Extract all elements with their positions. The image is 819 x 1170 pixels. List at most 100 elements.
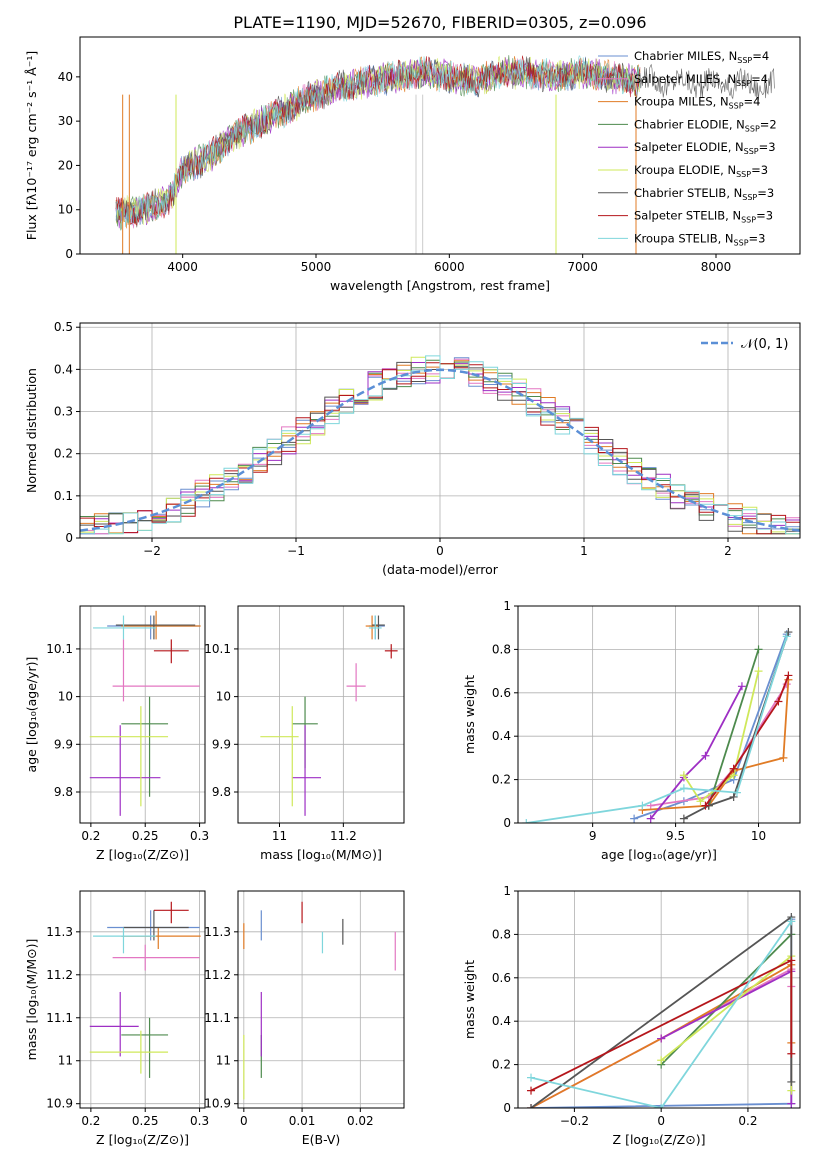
panel-residuals: −2 −1 0 1 2 0 0.1 0.2 0.3 0.4 0.5 (data-model)/erro…: [24, 320, 801, 577]
chart-panels: 4000 5000 6000 7000 8000010203040wavelength …: [24, 36, 801, 1147]
weight-marker: [657, 1034, 666, 1043]
x-tick-label: 0.01: [289, 1114, 316, 1128]
axes-frame: [237, 605, 405, 824]
weight-marker: [787, 956, 796, 965]
x-tick-label: 9: [589, 829, 597, 843]
panel-weight_vs_age: 9 9.5 10 0 0.2 0.4 0.6 0.8 1 age [log₁₀(age/yr)] m…: [462, 599, 801, 862]
legend-subscript: SSP: [736, 79, 751, 88]
panel-age_vs_mass: 11 11.2 9.8 9.9 10 10.1 mass [log₁₀(M/M⊙)]: [204, 605, 405, 862]
legend-label: Salpeter ELODIE, NSSP=3: [634, 140, 776, 156]
plot-area: [80, 891, 205, 1108]
y-tick-label: 1: [503, 599, 511, 613]
y-tick-label: 10.1: [46, 642, 73, 656]
weight-marker: [782, 632, 791, 641]
gaussian-curve: [80, 368, 800, 532]
spectrum-line: [115, 55, 641, 228]
legend-label: Kroupa STELIB, NSSP=3: [634, 231, 765, 247]
legend-value: =2: [760, 117, 777, 131]
y-tick-label: 0.6: [492, 686, 511, 700]
weight-line: [649, 685, 743, 820]
weight-marker: [679, 784, 688, 793]
weight-marker: [527, 1104, 536, 1108]
y-tick-label: 10: [216, 690, 231, 704]
axes-frame: [237, 890, 405, 1109]
weight-marker: [784, 671, 793, 680]
legend-value: =3: [756, 209, 773, 223]
weight-line: [683, 631, 790, 820]
y-tick-label: 11.1: [204, 1011, 231, 1025]
axes-frame: [79, 605, 206, 824]
y-tick-label: 0.2: [492, 773, 511, 787]
legend-label: Salpeter STELIB, NSSP=3: [634, 209, 773, 225]
y-tick-label: 0.4: [54, 362, 73, 376]
legend-label: Salpeter MILES, NSSP=4: [634, 72, 768, 88]
weight-line: [650, 683, 788, 807]
weight-marker: [754, 667, 763, 676]
weight-marker: [630, 814, 639, 823]
x-axis-label: Z [log₁₀(Z/Z⊙)]: [613, 1132, 706, 1147]
y-tick-label: 11.2: [46, 968, 73, 982]
figure-title: PLATE=1190, MJD=52670, FIBERID=0305, z=0…: [233, 13, 646, 32]
plot-area: [238, 891, 404, 1108]
x-tick-label: 0.25: [132, 829, 159, 843]
x-axis-label: E(B-V): [302, 1132, 341, 1147]
axes-frame: [517, 890, 801, 1109]
x-tick-label: 0.25: [132, 1114, 159, 1128]
y-axis-label: Flux [fλ10⁻¹⁷ erg cm⁻² s⁻¹ Å⁻¹]: [24, 51, 39, 240]
y-tick-label: 11.3: [204, 925, 231, 939]
y-tick-label: 0: [65, 531, 73, 545]
y-tick-label: 11.2: [204, 968, 231, 982]
plot-area: [80, 606, 205, 823]
weight-marker: [657, 1056, 666, 1065]
weight-marker: [729, 764, 738, 773]
panel-spectrum: 4000 5000 6000 7000 8000 0 10 20 30 40 wavelength …: [24, 36, 801, 293]
y-tick-label: 9.8: [54, 785, 73, 799]
weight-line: [660, 969, 793, 1104]
y-tick-label: 20: [58, 158, 73, 172]
y-axis-label: Normed distribution: [24, 368, 39, 493]
y-tick-label: 11.3: [46, 925, 73, 939]
y-tick-label: 10: [58, 203, 73, 217]
weight-marker: [732, 788, 741, 797]
weight-marker: [657, 1104, 666, 1108]
x-tick-label: 2: [724, 544, 732, 558]
x-axis-label: mass [log₁₀(M/M⊙)]: [260, 847, 382, 862]
legend-label: Chabrier MILES, NSSP=4: [634, 49, 769, 65]
weight-marker: [701, 801, 710, 810]
y-tick-label: 11.1: [46, 1011, 73, 1025]
legend-subscript: SSP: [736, 170, 751, 179]
legend-subscript: SSP: [744, 147, 759, 156]
y-tick-label: 10.9: [46, 1097, 73, 1111]
x-axis-label: age [log₁₀(age/yr)]: [601, 847, 717, 862]
y-axis-label: mass [log₁₀(M/M⊙)]: [24, 939, 39, 1061]
weight-marker: [527, 1086, 536, 1095]
weight-marker: [779, 753, 788, 762]
y-tick-label: 1: [503, 884, 511, 898]
spectrum-line: [115, 56, 775, 228]
x-tick-label: 9.5: [666, 829, 685, 843]
plot-area: [115, 55, 775, 254]
legend-label: 𝒩(0, 1): [741, 337, 788, 352]
weight-marker: [638, 801, 647, 810]
x-tick-label: 5000: [301, 260, 332, 274]
legend-label: Kroupa ELODIE, NSSP=3: [634, 163, 768, 179]
y-tick-label: 10: [58, 690, 73, 704]
weight-marker: [784, 628, 793, 637]
legend-label: Kroupa MILES, NSSP=4: [634, 95, 760, 111]
y-axis-label: mass weight: [462, 675, 477, 754]
legend-subscript: SSP: [745, 124, 760, 133]
legend-value: =3: [757, 186, 774, 200]
legend-value: =4: [752, 49, 769, 63]
y-tick-label: 11: [58, 1054, 73, 1068]
y-tick-label: 0.3: [54, 405, 73, 419]
legend-value: =3: [751, 163, 768, 177]
weight-marker: [679, 814, 688, 823]
legend-value: =4: [744, 95, 761, 109]
weight-marker: [522, 819, 531, 823]
x-tick-label: 0.3: [190, 829, 209, 843]
legend-label: Chabrier STELIB, NSSP=3: [634, 186, 774, 202]
y-tick-label: 0.2: [54, 447, 73, 461]
weight-marker: [696, 797, 705, 806]
y-tick-label: 0.4: [492, 729, 511, 743]
panel-weight_vs_Z: −0.2 0 0.2 0 0.2 0.4 0.6 0.8 1 Z [log₁₀(Z/Z⊙)] mas…: [462, 884, 801, 1147]
